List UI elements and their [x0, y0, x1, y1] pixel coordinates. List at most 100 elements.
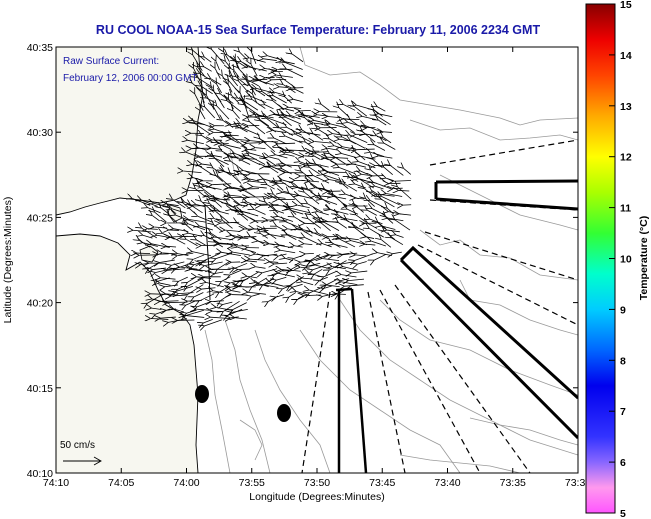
current-vector [289, 193, 304, 207]
current-vector [329, 139, 337, 144]
current-vector [342, 282, 358, 285]
current-vector [211, 301, 224, 302]
current-vector [379, 156, 393, 159]
current-vector [390, 165, 404, 176]
current-vector [288, 234, 304, 240]
current-vector [169, 216, 178, 223]
current-vector [310, 181, 319, 182]
current-vector [300, 110, 311, 111]
current-vector [173, 199, 186, 209]
current-vector [348, 279, 364, 281]
current-vector [235, 318, 247, 319]
current-vector [233, 111, 240, 119]
current-vector [214, 272, 224, 274]
colorbar-tick-label: 9 [620, 304, 626, 316]
current-vector [386, 194, 403, 197]
y-tick-label: 40:20 [27, 298, 53, 310]
current-vector [399, 190, 410, 191]
current-vector [216, 61, 220, 71]
current-vector [375, 186, 384, 190]
colorbar-tick-label: 12 [620, 152, 632, 164]
current-vector [304, 244, 313, 245]
y-tick-label: 40:25 [27, 212, 53, 224]
current-vector [345, 285, 364, 287]
current-vector [286, 69, 304, 78]
current-vector [187, 300, 202, 301]
current-vector [265, 105, 274, 110]
current-vector [276, 276, 287, 280]
current-vector [314, 268, 323, 274]
current-vector [204, 186, 222, 190]
colorbar-tick-label: 14 [620, 50, 632, 62]
current-vector [355, 205, 364, 213]
current-vector [222, 276, 231, 282]
current-vector [304, 156, 314, 157]
current-vector [276, 294, 285, 297]
current-vector [294, 246, 303, 247]
y-axis-label: Latitude (Degrees:Minutes) [2, 197, 14, 324]
current-vector [371, 170, 387, 183]
current-vector [378, 114, 393, 118]
current-vector [160, 283, 171, 286]
subtitle-current-time: February 12, 2006 00:00 GMT [63, 73, 198, 84]
colorbar-tick-label: 5 [620, 508, 626, 519]
current-vector [351, 271, 368, 273]
x-tick-label: 73:35 [500, 477, 526, 489]
current-vector [259, 81, 275, 86]
current-vector [255, 148, 266, 149]
current-vector [214, 91, 225, 109]
current-vector [302, 278, 313, 279]
current-vector [323, 199, 338, 205]
current-vector [223, 301, 233, 304]
current-vector [161, 317, 176, 318]
current-vector [199, 293, 215, 301]
current-vector [254, 209, 266, 215]
x-axis-ticks: 74:10 74:05 74:00 73:55 73:50 73:45 73:40 73:35… [43, 47, 591, 489]
current-vector [249, 122, 266, 135]
current-vector [345, 184, 358, 192]
current-vector [338, 286, 351, 294]
current-vector [305, 151, 321, 160]
current-vector [204, 67, 212, 72]
current-vector [260, 284, 279, 288]
x-tick-label: 74:05 [108, 477, 134, 489]
current-vector [174, 309, 185, 313]
current-vector [313, 175, 330, 184]
current-vector [293, 283, 303, 287]
current-vector [280, 250, 296, 254]
current-vector [383, 137, 392, 144]
current-vector [178, 285, 185, 289]
current-vector [329, 154, 347, 165]
current-vector [247, 276, 258, 278]
current-vector [256, 267, 266, 269]
current-vector [274, 263, 288, 264]
current-vector [300, 267, 310, 268]
current-vector [404, 168, 412, 175]
current-vector [302, 282, 314, 286]
current-vector [334, 244, 348, 248]
current-vector [161, 278, 176, 279]
current-vector [232, 308, 248, 312]
data-gap-blob [277, 404, 291, 422]
current-vector [193, 205, 213, 206]
current-vector [319, 276, 328, 280]
x-axis-label: Longitude (Degrees:Minutes) [249, 491, 384, 503]
current-vector [324, 285, 333, 289]
scale-label: 50 cm/s [60, 440, 95, 451]
current-vector [321, 104, 330, 111]
current-vector [200, 186, 213, 197]
y-axis-ticks: 40:35 40:30 40:25 40:20 40:15 40:10 [27, 42, 578, 480]
current-vector [252, 94, 258, 104]
current-vector [330, 124, 347, 129]
current-vector [244, 101, 259, 111]
current-vector [371, 241, 386, 247]
current-vector [249, 156, 266, 165]
current-vector [274, 138, 287, 145]
current-vector [152, 216, 160, 222]
x-tick-label: 73:45 [369, 477, 395, 489]
current-vector [343, 104, 356, 111]
current-vector [397, 187, 412, 200]
current-vector [365, 244, 376, 245]
current-vector [173, 237, 186, 245]
